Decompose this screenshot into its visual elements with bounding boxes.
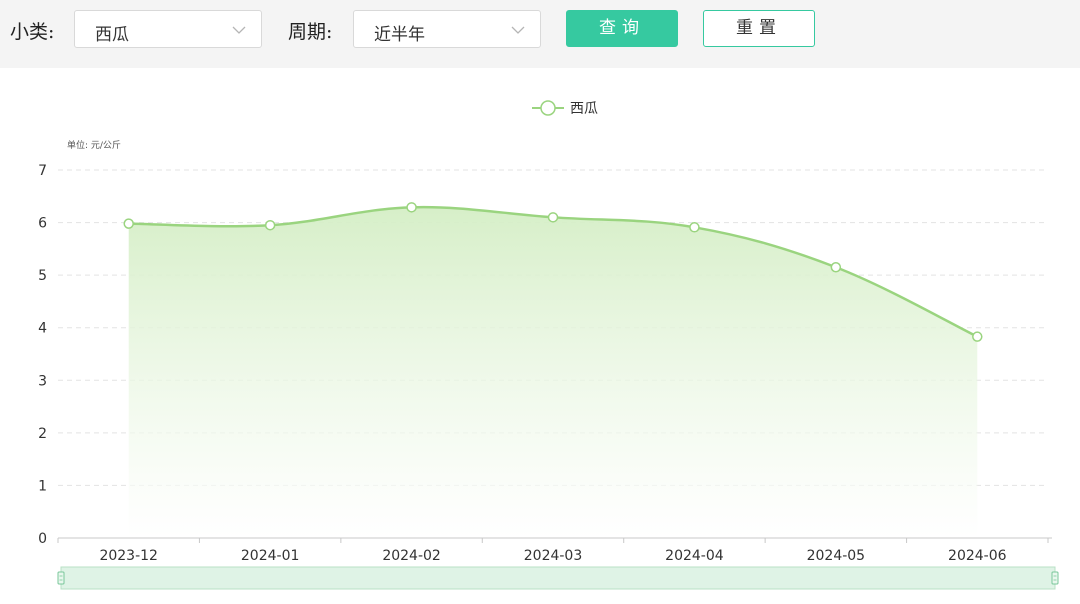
y-tick-label: 6 bbox=[38, 216, 47, 232]
data-point bbox=[972, 331, 983, 342]
x-tick-label: 2024-06 bbox=[948, 548, 1007, 564]
y-tick-label: 5 bbox=[38, 268, 47, 284]
y-tick-label: 1 bbox=[38, 478, 47, 494]
data-point bbox=[689, 222, 700, 233]
period-select-value: 近半年 bbox=[374, 25, 425, 45]
x-tick-label: 2024-03 bbox=[524, 548, 583, 564]
y-tick-label: 0 bbox=[38, 531, 47, 547]
category-select[interactable]: 西瓜 bbox=[74, 10, 262, 48]
data-point bbox=[406, 202, 417, 213]
datazoom-handle-right[interactable] bbox=[1051, 571, 1059, 585]
reset-button[interactable]: 重置 bbox=[703, 10, 815, 47]
chevron-down-icon bbox=[511, 26, 525, 34]
x-tick-label: 2023-12 bbox=[99, 548, 158, 564]
datazoom-handle-left[interactable] bbox=[57, 571, 65, 585]
query-button[interactable]: 查询 bbox=[566, 10, 678, 47]
period-select[interactable]: 近半年 bbox=[353, 10, 541, 48]
legend-marker bbox=[540, 100, 556, 116]
x-tick-label: 2024-02 bbox=[382, 548, 441, 564]
datazoom-selection bbox=[60, 566, 1056, 590]
price-line-chart: 西瓜 单位: 元/公斤 0 1 2 3 4 5 6 7 2023-12 2024-01 2024-… bbox=[38, 100, 1059, 590]
chart-panel: 西瓜 单位: 元/公斤 0 1 2 3 4 5 6 7 2023-12 2024-01 2024-… bbox=[0, 80, 1080, 600]
series-area bbox=[128, 207, 978, 538]
y-tick-label: 7 bbox=[38, 163, 47, 179]
filter-toolbar: 小类: 西瓜 周期: 近半年 查询 重置 bbox=[0, 0, 1080, 68]
x-tick-label: 2024-04 bbox=[665, 548, 724, 564]
data-point bbox=[264, 219, 276, 231]
y-tick-label: 2 bbox=[38, 426, 47, 442]
y-tick-label: 4 bbox=[38, 321, 47, 337]
data-point bbox=[123, 218, 134, 229]
data-point bbox=[830, 262, 842, 273]
period-label: 周期: bbox=[288, 21, 333, 43]
category-label: 小类: bbox=[10, 21, 55, 43]
data-point bbox=[547, 212, 559, 223]
x-tick-label: 2024-01 bbox=[241, 548, 300, 564]
chevron-down-icon bbox=[232, 26, 246, 34]
x-tick-label: 2024-05 bbox=[807, 548, 866, 564]
category-select-value: 西瓜 bbox=[95, 25, 129, 45]
y-tick-label: 3 bbox=[38, 373, 47, 389]
legend-label: 西瓜 bbox=[570, 101, 598, 117]
unit-label: 单位: 元/公斤 bbox=[67, 139, 121, 151]
